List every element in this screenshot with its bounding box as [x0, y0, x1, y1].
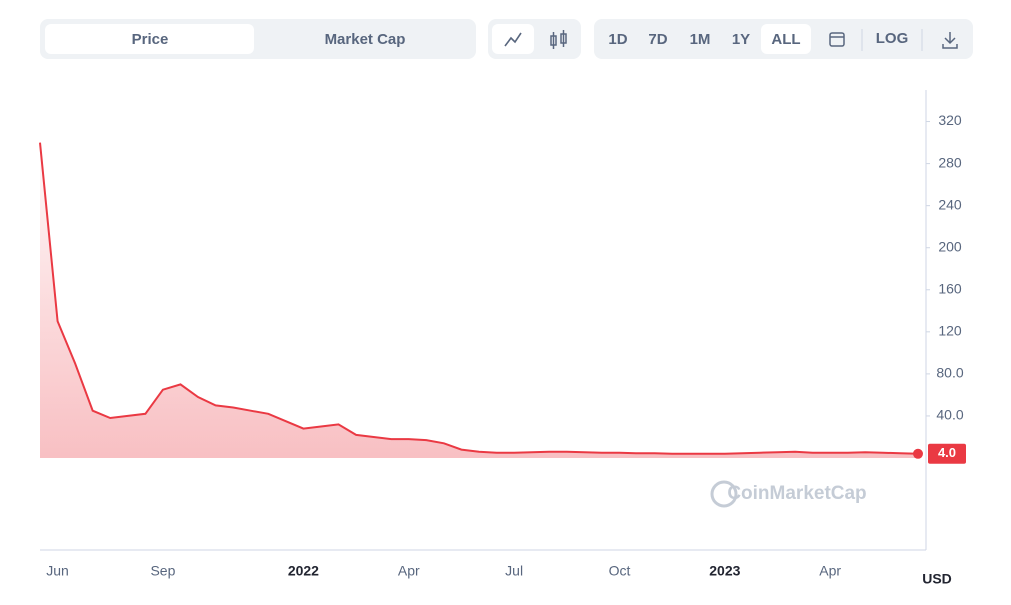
x-tick-label: Sep: [150, 563, 175, 579]
y-tick-label: 280: [938, 154, 962, 170]
y-tick-label: 240: [938, 196, 962, 212]
current-price-label: 4.0: [938, 445, 956, 460]
x-tick-label: Oct: [609, 563, 631, 579]
current-price-badge: [928, 443, 966, 464]
range-button[interactable]: 7D: [648, 31, 667, 48]
y-tick-label: 40.0: [936, 407, 963, 423]
candle-icon[interactable]: [550, 30, 567, 49]
range-active[interactable]: [761, 24, 811, 54]
log-button[interactable]: LOG: [876, 30, 909, 47]
x-tick-label: Apr: [819, 563, 841, 579]
x-tick-label: Jun: [46, 563, 69, 579]
range-button[interactable]: ALL: [771, 31, 800, 48]
watermark-logo: [710, 480, 738, 508]
tab-active[interactable]: [45, 24, 254, 54]
y-tick-label: 160: [938, 280, 962, 296]
calendar-icon[interactable]: [829, 32, 845, 47]
line-icon: [504, 32, 522, 47]
range-button[interactable]: 1Y: [732, 31, 750, 48]
tab[interactable]: Price: [132, 31, 169, 48]
current-price-dot: [913, 448, 923, 459]
x-tick-label: Jul: [505, 563, 523, 579]
y-tick-label: 80.0: [936, 365, 963, 381]
y-tick-label: 120: [938, 323, 962, 339]
watermark: CoinMarketCap: [727, 483, 866, 504]
area: [40, 142, 918, 458]
range-button[interactable]: 1D: [608, 31, 627, 48]
tab[interactable]: Market Cap: [325, 31, 406, 48]
line: [39, 142, 919, 455]
x-tick-label: 2023: [709, 563, 740, 579]
x-tick-label: 2022: [288, 563, 319, 579]
y-tick-label: 320: [938, 112, 962, 128]
currency: USD: [922, 571, 952, 587]
download-icon[interactable]: [942, 32, 958, 49]
range-button[interactable]: 1M: [690, 31, 711, 48]
y-tick-label: 200: [938, 238, 962, 254]
x-tick-label: Apr: [398, 563, 420, 579]
